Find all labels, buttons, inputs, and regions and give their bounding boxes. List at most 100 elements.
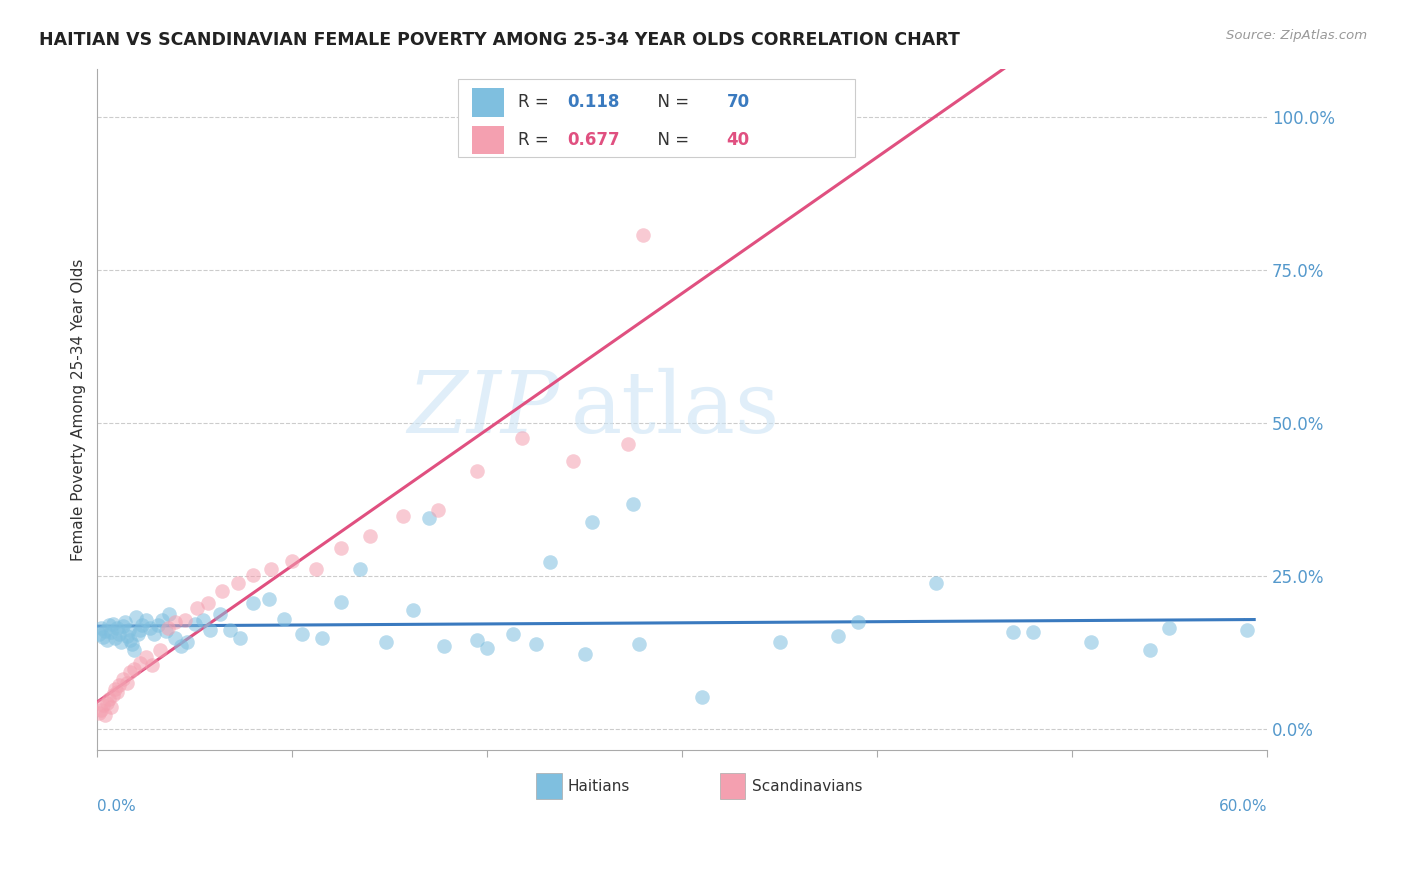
Point xyxy=(90,703,112,717)
Point xyxy=(94,624,117,638)
Point xyxy=(96,696,118,710)
Point xyxy=(96,633,118,648)
Point xyxy=(427,503,450,517)
Point xyxy=(211,584,233,599)
Point xyxy=(107,678,129,692)
FancyBboxPatch shape xyxy=(457,78,855,157)
Point xyxy=(89,706,111,721)
Point xyxy=(477,640,499,655)
Point xyxy=(538,556,561,570)
Point xyxy=(562,454,585,468)
Point xyxy=(115,629,138,643)
Point xyxy=(330,594,353,608)
Point xyxy=(291,627,314,641)
Point xyxy=(281,553,304,567)
Point xyxy=(174,613,197,627)
Point xyxy=(191,613,214,627)
Point xyxy=(510,431,533,445)
Point xyxy=(139,621,162,635)
Text: Haitians: Haitians xyxy=(568,779,630,794)
Point xyxy=(467,464,489,478)
Point xyxy=(524,637,547,651)
Point xyxy=(100,625,122,640)
Point xyxy=(628,637,651,651)
Point xyxy=(226,576,249,591)
Point xyxy=(273,612,295,626)
Point xyxy=(105,621,128,635)
Point xyxy=(1159,621,1181,635)
Point xyxy=(165,615,187,629)
Point xyxy=(574,647,596,661)
Point xyxy=(359,529,381,543)
Point xyxy=(402,602,425,616)
FancyBboxPatch shape xyxy=(720,773,745,799)
Text: HAITIAN VS SCANDINAVIAN FEMALE POVERTY AMONG 25-34 YEAR OLDS CORRELATION CHART: HAITIAN VS SCANDINAVIAN FEMALE POVERTY A… xyxy=(39,31,960,49)
Point xyxy=(91,698,114,713)
Point xyxy=(631,227,654,242)
Point xyxy=(311,632,333,646)
Point xyxy=(150,613,173,627)
Point xyxy=(170,639,193,653)
Point xyxy=(129,623,152,637)
Text: 0.677: 0.677 xyxy=(568,131,620,149)
Point xyxy=(127,627,149,641)
Point xyxy=(149,643,172,657)
Point xyxy=(690,107,713,121)
Point xyxy=(260,561,283,575)
Point xyxy=(101,688,124,702)
Text: Scandinavians: Scandinavians xyxy=(752,779,863,794)
Point xyxy=(104,632,127,646)
Point xyxy=(91,630,114,644)
Point xyxy=(90,621,112,635)
Text: 40: 40 xyxy=(727,131,749,149)
Point xyxy=(257,592,280,607)
Point xyxy=(89,627,111,641)
Point xyxy=(111,619,134,633)
Text: atlas: atlas xyxy=(571,368,780,450)
Point xyxy=(125,610,148,624)
Point xyxy=(467,633,489,648)
Point xyxy=(104,681,127,696)
Point xyxy=(184,616,207,631)
Point xyxy=(100,700,122,714)
Point xyxy=(121,637,143,651)
Point xyxy=(392,508,415,523)
Point xyxy=(156,621,179,635)
Point xyxy=(176,635,198,649)
Text: N =: N = xyxy=(647,94,695,112)
Point xyxy=(101,616,124,631)
Point xyxy=(120,633,142,648)
Point xyxy=(502,627,524,641)
Point xyxy=(200,623,222,637)
Point xyxy=(846,615,869,629)
Point xyxy=(107,627,129,641)
Point xyxy=(159,607,181,621)
Text: 0.118: 0.118 xyxy=(568,94,620,112)
Point xyxy=(827,629,849,643)
Point xyxy=(1139,643,1161,657)
Point xyxy=(155,624,177,638)
Point xyxy=(581,515,603,529)
Point xyxy=(768,635,790,649)
Text: 60.0%: 60.0% xyxy=(1219,799,1267,814)
Text: N =: N = xyxy=(647,131,695,149)
Point xyxy=(98,692,121,706)
Y-axis label: Female Poverty Among 25-34 Year Olds: Female Poverty Among 25-34 Year Olds xyxy=(72,258,86,560)
Point xyxy=(105,685,128,699)
FancyBboxPatch shape xyxy=(471,88,505,117)
Point xyxy=(165,632,187,646)
Point xyxy=(110,635,132,649)
Point xyxy=(186,600,208,615)
Point xyxy=(94,708,117,723)
FancyBboxPatch shape xyxy=(471,126,505,154)
Point xyxy=(115,676,138,690)
Point xyxy=(111,672,134,686)
Point xyxy=(621,497,644,511)
Point xyxy=(349,561,371,575)
Point xyxy=(219,623,242,637)
Point xyxy=(197,596,219,610)
Point xyxy=(98,617,121,632)
Point xyxy=(1002,625,1025,640)
Point xyxy=(141,657,163,672)
Point xyxy=(1080,635,1102,649)
